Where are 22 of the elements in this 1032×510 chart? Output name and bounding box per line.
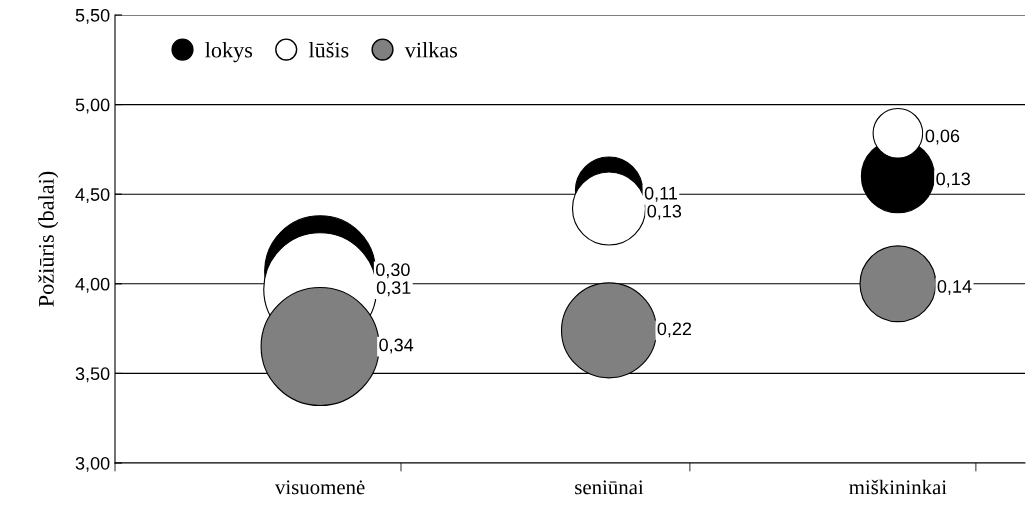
legend-label: vilkas [404, 41, 458, 58]
x-tick-label: seniūnai [575, 480, 644, 495]
y-tick-label: 3,00 [75, 456, 110, 472]
legend-label: lokys [205, 41, 253, 63]
data-label: 0,13 [936, 172, 970, 188]
data-label: 0,30 [375, 263, 410, 279]
data-label: 0,11 [644, 186, 677, 202]
data-label: 0,34 [379, 338, 414, 354]
data-label: 0,14 [937, 280, 972, 295]
y-axis-title: Požiūris (balai) [38, 171, 59, 307]
x-tick-label: miškininkai [849, 479, 947, 495]
y-tick-label: 4,00 [75, 277, 110, 293]
legend-label: lūšis [308, 41, 349, 58]
y-tick-label: 5,00 [75, 98, 110, 114]
data-label: 0,06 [925, 129, 960, 145]
y-tick-label: 3,50 [75, 367, 110, 383]
x-tick-label: visuomenė [274, 480, 365, 495]
data-label: 0,13 [647, 204, 682, 220]
data-label: 0,22 [657, 322, 692, 338]
y-tick-label: 4,50 [75, 188, 110, 204]
y-tick-label: 5,50 [75, 8, 110, 24]
data-label: 0,31 [376, 281, 411, 297]
